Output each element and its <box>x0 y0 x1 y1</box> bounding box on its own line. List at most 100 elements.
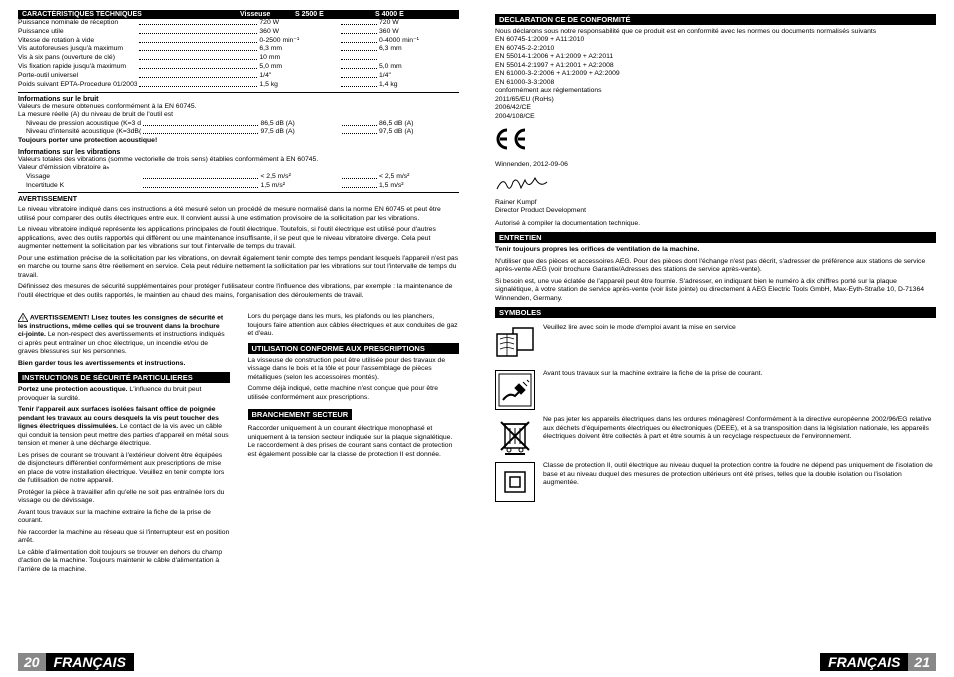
spec-v2: 360 W <box>379 28 459 37</box>
spec-label: Incertitude K <box>18 182 141 191</box>
spec-row: Vis à six pans (ouverture de clé)10 mm <box>18 54 459 63</box>
norm-item: EN 55014-1:2006 + A1:2009 + A2:2011 <box>495 53 936 61</box>
spec-v1: 1,5 kg <box>259 81 339 90</box>
spec-label: Niveau de pression acoustique (K=3 dB(A)… <box>18 120 141 129</box>
spec-v2: 6,3 mm <box>379 45 459 54</box>
safety-p4: Protéger la pièce à travailler afin qu'e… <box>18 489 230 506</box>
reg-item: 2006/42/CE <box>495 104 936 112</box>
spec-row: Niveau de pression acoustique (K=3 dB(A)… <box>18 120 459 129</box>
weee-bin-icon <box>495 416 535 456</box>
vib-heading: Informations sur les vibrations <box>18 149 459 156</box>
page-number-left: 20 <box>18 653 46 671</box>
spec-v2: 1,4 kg <box>379 81 459 90</box>
norm-item: EN 61000-3-3:2008 <box>495 79 936 87</box>
symbol-row: Veuillez lire avec soin le mode d'emploi… <box>495 324 936 364</box>
safety-p7: Le câble d'alimentation doit toujours se… <box>18 549 230 574</box>
decl-heading: DECLARATION CE DE CONFORMITÉ <box>495 14 936 25</box>
spec-v1: 97,5 dB (A) <box>260 128 340 137</box>
norm-item: EN 60745-2-2:2010 <box>495 45 936 53</box>
spec-label: Vis autoforeuses jusqu'à maximum <box>18 45 137 54</box>
footer-right: FRANÇAIS21 <box>820 653 936 671</box>
norm-item: EN 55014-2:1997 + A1:2001 + A2:2008 <box>495 62 936 70</box>
symbol-row: Ne pas jeter les appareils électriques d… <box>495 416 936 456</box>
spec-label: Vitesse de rotation à vide <box>18 37 137 46</box>
page-lang-left: FRANÇAIS <box>46 653 134 671</box>
noise-heading: Informations sur le bruit <box>18 96 459 103</box>
spec-v1: 1/4" <box>259 72 339 81</box>
spec-v2: 720 W <box>379 19 459 28</box>
spec-row: Vis fixation rapide jusqu'à maximum 5,0 m… <box>18 63 459 72</box>
spec-v2: 0-4000 min⁻¹ <box>379 37 459 46</box>
spec-v1: 86,5 dB (A) <box>260 120 340 129</box>
spec-v2: 5,0 mm <box>379 63 459 72</box>
safety-p3: Les prises de courant se trouvant à l'ex… <box>18 452 230 486</box>
unplug-icon <box>495 370 535 410</box>
mains-p: Raccorder uniquement à un courant électr… <box>248 425 460 459</box>
auth-text: Autorisé à compiler la documentation tec… <box>495 220 936 228</box>
spec-v1: 5,0 mm <box>259 63 339 72</box>
ce-mark-icon <box>495 127 936 158</box>
avert-p1: Le niveau vibratoire indiqué dans ces in… <box>18 206 459 223</box>
spec-row: Vissage < 2,5 m/s² < 2,5 m/s² <box>18 173 459 182</box>
safety-p5: Avant tous travaux sur la machine extrai… <box>18 509 230 526</box>
spec-label: Vis fixation rapide jusqu'à maximum <box>18 63 137 72</box>
avert-p2: Le niveau vibratoire indiqué représente … <box>18 226 459 251</box>
safety-p6: Ne raccorder la machine au réseau que si… <box>18 529 230 546</box>
use-heading: UTILISATION CONFORME AUX PRESCRIPTIONS <box>248 343 460 354</box>
spec-v1: 6,3 mm <box>259 45 339 54</box>
norm-item: EN 60745-1:2009 + A11:2010 <box>495 36 936 44</box>
spec-label: Puissance utile <box>18 28 137 37</box>
spec-v1: < 2,5 m/s² <box>260 173 340 182</box>
safety-heading: INSTRUCTIONS DE SÉCURITÉ PARTICULIERES <box>18 372 230 383</box>
noise-warning: Toujours porter une protection acoustiqu… <box>18 137 459 145</box>
norm-item: EN 61000-3-2:2006 + A1:2009 + A2:2009 <box>495 70 936 78</box>
maint-p3: Si besoin est, une vue éclatée de l'appa… <box>495 278 936 303</box>
vib-text2: Valeur d'émission vibratoire aₕ <box>18 164 459 172</box>
symbol-text-3: Ne pas jeter les appareils électriques d… <box>543 416 936 441</box>
spec-v1: 720 W <box>259 19 339 28</box>
class-ii-icon <box>495 462 535 502</box>
use-p1: La visseuse de construction peut être ut… <box>248 357 460 382</box>
symbol-row: Avant tous travaux sur la machine extrai… <box>495 370 936 410</box>
spec-v2: 1,5 m/s² <box>379 182 459 191</box>
spec-v2 <box>379 54 459 63</box>
spec-label: Poids suivant EPTA-Procedure 01/2003 <box>18 81 137 90</box>
spec-label: Porte-outil universel <box>18 72 137 81</box>
spec-v2: < 2,5 m/s² <box>379 173 459 182</box>
spec-row: Porte-outil universel 1/4" 1/4" <box>18 72 459 81</box>
warning-rest: Le non-respect des avertissements et ins… <box>18 331 225 355</box>
spec-row: Poids suivant EPTA-Procedure 01/2003 1,5 … <box>18 81 459 90</box>
avert-p3: Pour une estimation précise de la sollic… <box>18 255 459 280</box>
safety-p2: Tenir l'appareil aux surfaces isolées fa… <box>18 406 230 448</box>
spec-v2: 97,5 dB (A) <box>379 128 459 137</box>
use-p2: Comme déjà indiqué, cette machine n'est … <box>248 385 460 402</box>
symbols-heading: SYMBOLES <box>495 307 936 318</box>
svg-text:!: ! <box>22 317 24 323</box>
reg-item: 2011/65/EU (RoHs) <box>495 96 936 104</box>
maint-heading: ENTRETIEN <box>495 232 936 243</box>
decl-place: Winnenden, 2012-09-06 <box>495 161 936 169</box>
spec-v1: 360 W <box>259 28 339 37</box>
read-manual-icon <box>495 324 535 364</box>
decl-text: Nous déclarons sous notre responsabilité… <box>495 28 936 36</box>
reg-text: conformément aux réglementations <box>495 87 936 95</box>
signer-role: Director Product Development <box>495 207 936 215</box>
spec-label: Vis à six pans (ouverture de clé) <box>18 54 137 63</box>
mains-heading: BRANCHEMENT SECTEUR <box>248 409 353 420</box>
spec-row: Puissance utile 360 W 360 W <box>18 28 459 37</box>
warning-keep: Bien garder tous les avertissements et i… <box>18 360 230 368</box>
spec-row: Puissance nominale de réception720 W720 … <box>18 19 459 28</box>
maint-p2: N'utiliser que des pièces et accessoires… <box>495 258 936 275</box>
avert-p4: Définissez des mesures de sécurité suppl… <box>18 283 459 300</box>
symbol-text-1: Veuillez lire avec soin le mode d'emploi… <box>543 324 936 332</box>
signature-icon <box>495 174 936 199</box>
safety-p1: Portez une protection acoustique. L'infl… <box>18 386 230 403</box>
spec-v2: 86,5 dB (A) <box>379 120 459 129</box>
spec-row: Niveau d'intensité acoustique (K=3dB(A))… <box>18 128 459 137</box>
spec-v2: 1/4" <box>379 72 459 81</box>
symbol-row: Classe de protection II, outil électriqu… <box>495 462 936 502</box>
noise-text2: La mesure réelle (A) du niveau de bruit … <box>18 111 459 119</box>
warning-block: ! AVERTISSEMENT! Lisez toutes les consig… <box>18 313 230 357</box>
spec-label: Vissage <box>18 173 141 182</box>
spec-row: Vis autoforeuses jusqu'à maximum 6,3 mm 6,… <box>18 45 459 54</box>
